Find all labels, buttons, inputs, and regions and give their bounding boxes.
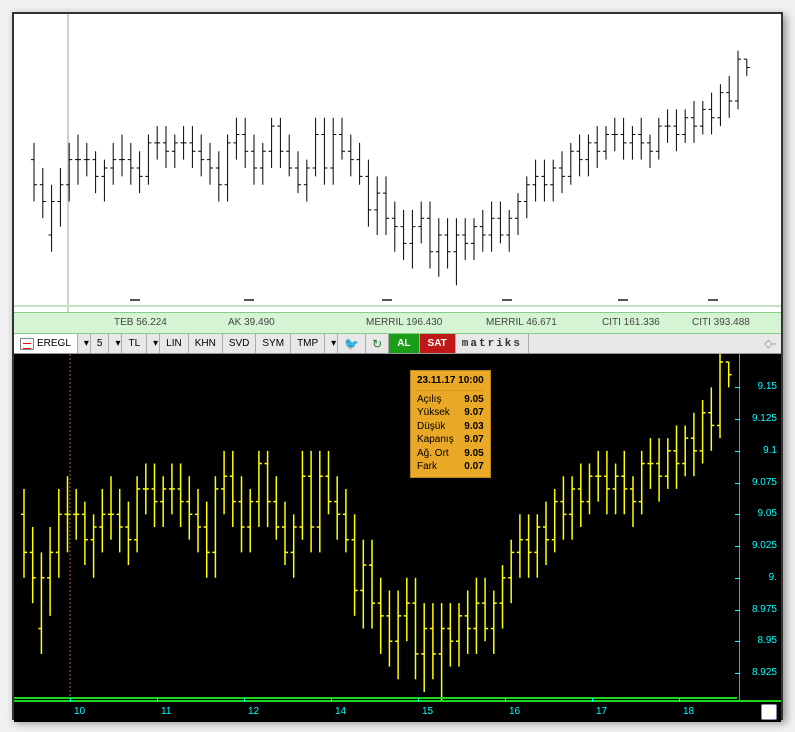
time-tick-label: 11: [161, 706, 171, 717]
btn-svd[interactable]: SVD: [223, 334, 257, 353]
btn-sym[interactable]: SYM: [256, 334, 291, 353]
interval-dropdown[interactable]: ▾: [109, 334, 122, 353]
chart-type-icon: [20, 338, 34, 350]
tooltip-row: Kapanış9.07: [417, 433, 484, 447]
time-tick-label: 18: [683, 706, 694, 717]
toolbar-tail: ◇ ··: [529, 337, 781, 350]
buy-button[interactable]: AL: [389, 334, 419, 353]
tooltip-row: Ağ. Ort9.05: [417, 447, 484, 461]
y-tick-label: 8.975: [752, 604, 777, 615]
symbol-dropdown[interactable]: ▾: [78, 334, 91, 353]
time-tick-label: 15: [422, 706, 433, 717]
time-tick-label: 10: [74, 706, 85, 717]
y-tick-label: 9.025: [752, 540, 777, 551]
scale-selector[interactable]: LIN: [160, 334, 189, 353]
y-tick-label: 9.15: [758, 381, 777, 392]
tooltip-row: Düşük9.03: [417, 420, 484, 434]
sell-button[interactable]: SAT: [420, 334, 456, 353]
upper-chart-svg: [14, 14, 781, 312]
y-axis-right: 8.925 8.95 8.975 9. 9.025 9.05 9.075 9.1 9.125 9.…: [739, 354, 781, 700]
symbol-label: EREGL: [37, 338, 71, 349]
refresh-icon: ↻: [372, 337, 382, 351]
tooltip-title: 23.11.17 10:00: [417, 374, 484, 391]
y-tick-label: 9.125: [752, 413, 777, 424]
tmp-dropdown[interactable]: ▾: [325, 334, 338, 353]
broker-value: MERRIL 196.430: [366, 317, 442, 328]
broker-value: MERRIL 46.671: [486, 317, 557, 328]
lower-chart-svg: [14, 354, 781, 700]
currency-dropdown[interactable]: ▾: [147, 334, 160, 353]
broker-value: CITI 393.488: [692, 317, 750, 328]
ohlc-tooltip: 23.11.17 10:00 Açılış9.05Yüksek9.07Düşük…: [410, 370, 491, 478]
y-tick-label: 8.95: [758, 635, 777, 646]
broker-value: TEB 56.224: [114, 317, 167, 328]
tooltip-row: Açılış9.05: [417, 393, 484, 407]
time-tick-label: 16: [509, 706, 520, 717]
btn-khn[interactable]: KHN: [189, 334, 223, 353]
currency-selector[interactable]: TL: [122, 334, 147, 353]
twitter-button[interactable]: 🐦: [338, 334, 366, 353]
y-tick-label: 9.075: [752, 477, 777, 488]
btn-tmp[interactable]: TMP: [291, 334, 325, 353]
corner-widget[interactable]: [761, 704, 777, 720]
symbol-selector[interactable]: EREGL: [14, 334, 78, 353]
twitter-icon: 🐦: [344, 337, 359, 351]
interval-selector[interactable]: 5: [91, 334, 110, 353]
tooltip-row: Fark0.07: [417, 460, 484, 474]
brand-label: matriks: [456, 334, 529, 353]
broker-value: CITI 161.336: [602, 317, 660, 328]
y-tick-label: 9.05: [758, 508, 777, 519]
y-tick-label: 9.1: [763, 445, 777, 456]
time-tick-label: 14: [335, 706, 346, 717]
y-tick-label: 8.925: [752, 667, 777, 678]
y-tick-label: 9.: [769, 572, 777, 583]
broker-ticker-strip: TEB 56.224 AK 39.490 MERRIL 196.430 MERRIL …: [14, 312, 781, 334]
time-axis: 10 11 12 14 15 16 17 18: [14, 700, 781, 722]
app-frame: TEB 56.224 AK 39.490 MERRIL 196.430 MERRIL …: [12, 12, 783, 720]
time-tick-label: 12: [248, 706, 259, 717]
lower-chart-panel[interactable]: 8.925 8.95 8.975 9. 9.025 9.05 9.075 9.1 9.125 9.…: [14, 354, 781, 700]
chart-toolbar: EREGL ▾ 5 ▾ TL ▾ LIN KHN SVD SYM TMP ▾ 🐦…: [14, 334, 781, 354]
broker-value: AK 39.490: [228, 317, 275, 328]
refresh-button[interactable]: ↻: [366, 334, 389, 353]
time-tick-label: 17: [596, 706, 607, 717]
tooltip-row: Yüksek9.07: [417, 406, 484, 420]
upper-chart-panel[interactable]: [14, 14, 781, 312]
